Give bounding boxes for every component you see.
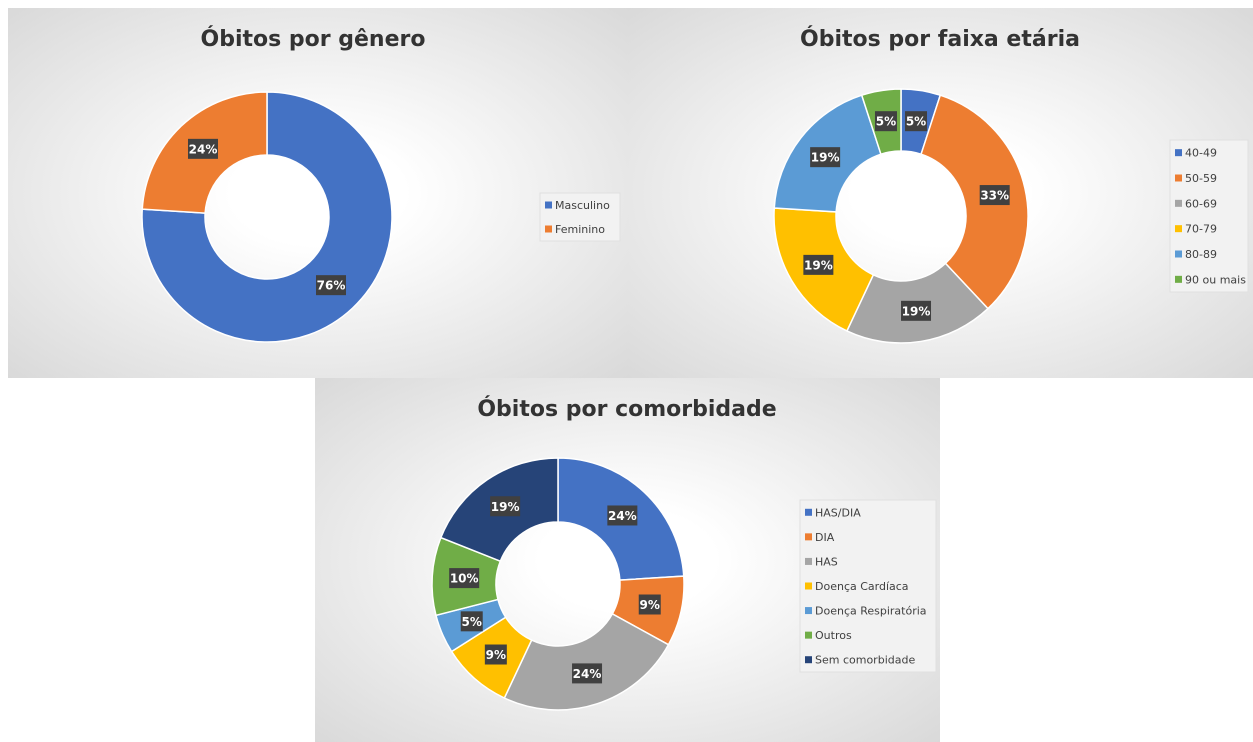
data-label-box [638,594,661,615]
legend-label: Masculino [555,199,610,212]
legend-swatch [1175,174,1182,182]
data-label: 19% [491,500,520,514]
chart: Óbitos por faixa etária 5% 33% 19% 19% 19% 5% 4… [773,26,1249,344]
legend-label: 90 ou mais [1185,273,1246,286]
legend-swatch [1175,275,1182,283]
chart-panel: Óbitos por faixa etária 5% 33% 19% 19% 19% 5% 4… [628,8,1253,378]
data-label: 24% [608,509,637,523]
data-label: 24% [573,667,602,681]
legend-label: Doença Cardíaca [815,580,909,593]
legend-swatch [805,631,812,639]
legend-label: 80-89 [1185,248,1217,261]
chart-title: Óbitos por faixa etária [800,26,1080,52]
data-label-box [803,254,834,275]
legend-swatch [805,533,812,541]
legend-box [539,192,621,242]
legend-label: 70-79 [1185,223,1217,236]
data-label: 9% [640,598,660,612]
data-label-box [449,568,480,589]
data-label-box [460,611,483,632]
legend-label: DIA [815,531,835,544]
legend-swatch [545,201,552,209]
legend-swatch [805,607,812,615]
legend-swatch [1175,225,1182,233]
legend-label: HAS/DIA [815,506,861,519]
data-label-box [979,185,1010,206]
data-label-box [187,138,218,159]
legend-swatch [1175,149,1182,157]
legend-label: 40-49 [1185,147,1217,160]
legend-box [799,499,937,673]
data-label-box [810,147,841,168]
data-label-box [905,111,928,132]
legend-box [1169,139,1249,293]
legend-label: Sem comorbidade [815,654,915,667]
data-label-box [874,111,897,132]
legend-swatch [805,508,812,516]
chart: Óbitos por gênero 76% 24% Masculino Feminino [141,26,621,343]
data-label-box [607,505,638,526]
data-label: 9% [486,648,506,662]
legend-swatch [1175,199,1182,207]
legend-swatch [1175,250,1182,258]
legend-label: Feminino [555,223,605,236]
chart: Óbitos por comorbidade 24% 9% 24% 9% 5% 10% 19%… [431,396,937,711]
chart-panel: Óbitos por comorbidade 24% 9% 24% 9% 5% 10% 19%… [315,378,940,742]
legend-label: Doença Respiratória [815,605,927,618]
legend-swatch [805,582,812,590]
data-label: 24% [189,142,218,156]
chart-title: Óbitos por gênero [201,26,426,52]
legend-label: Outros [815,629,852,642]
chart-title: Óbitos por comorbidade [477,396,776,422]
legend-swatch [545,225,552,233]
data-label: 5% [876,115,896,129]
data-label: 19% [811,151,840,165]
donut-segment [920,94,1029,310]
data-label: 19% [902,304,931,318]
data-label-box [901,300,932,321]
donut-segment [503,612,670,711]
legend-label: 50-59 [1185,172,1217,185]
data-label-box [490,496,521,517]
data-label-box [484,644,507,665]
chart-panel: Óbitos por gênero 76% 24% Masculino Feminino [8,8,628,378]
data-label: 5% [462,615,482,629]
data-label-box [316,275,347,296]
legend-swatch [805,656,812,664]
legend-swatch [805,557,812,565]
data-label: 5% [906,115,926,129]
data-label: 10% [450,572,479,586]
data-label: 76% [317,279,346,293]
data-label-box [572,663,603,684]
data-label: 33% [980,189,1009,203]
legend-label: HAS [815,555,838,568]
data-label: 19% [804,258,833,272]
legend-label: 60-69 [1185,197,1217,210]
